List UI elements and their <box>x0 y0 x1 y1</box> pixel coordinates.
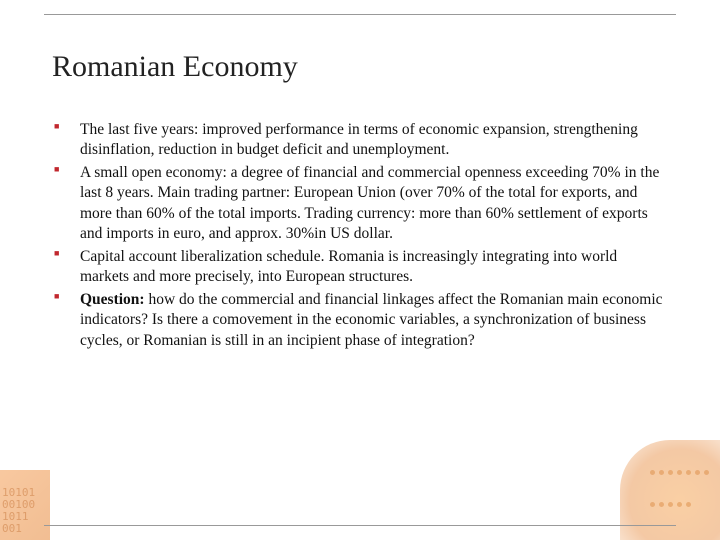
bottom-rule <box>44 525 676 526</box>
bullet-text: Capital account liberalization schedule.… <box>80 248 617 285</box>
bullet-bold-prefix: Question: <box>80 291 148 308</box>
bullet-text: how do the commercial and financial link… <box>80 291 663 349</box>
bullet-item: A small open economy: a degree of financ… <box>80 163 668 245</box>
slide-title: Romanian Economy <box>52 50 668 84</box>
bullet-item: Question: how do the commercial and fina… <box>80 290 668 351</box>
bullet-text: The last five years: improved performanc… <box>80 121 638 158</box>
decorative-digits: 10101001001011001 <box>0 485 50 540</box>
bullet-item: The last five years: improved performanc… <box>80 120 668 161</box>
bullet-item: Capital account liberalization schedule.… <box>80 247 668 288</box>
bullet-list: The last five years: improved performanc… <box>52 120 668 351</box>
decorative-dots <box>650 470 710 530</box>
bullet-text: A small open economy: a degree of financ… <box>80 164 659 242</box>
slide-content: Romanian Economy The last five years: im… <box>0 0 720 383</box>
